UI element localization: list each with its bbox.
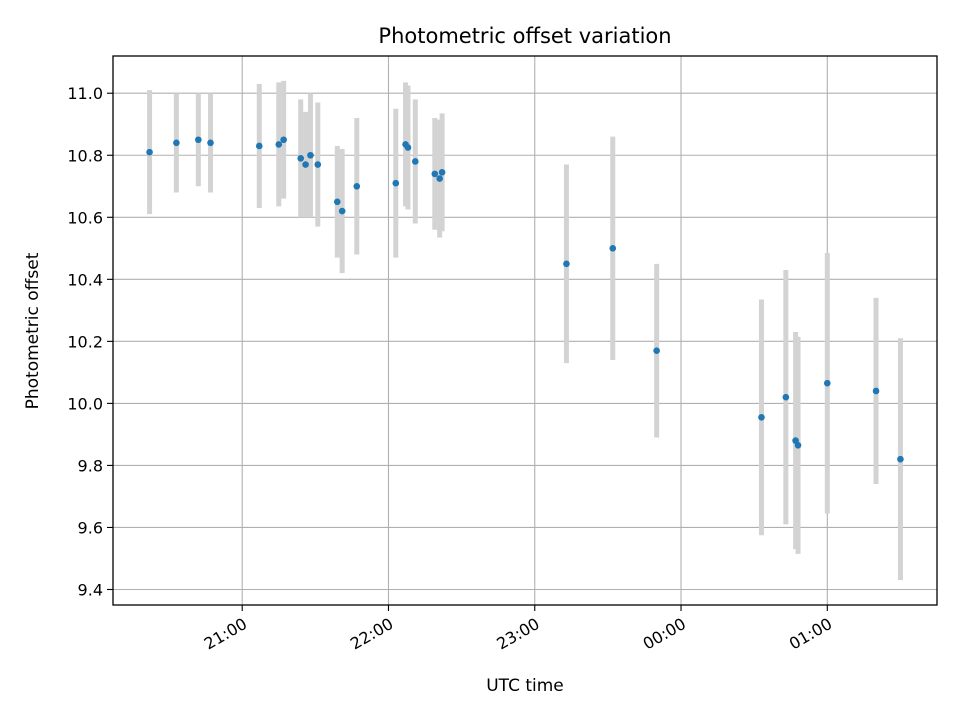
y-tick-label: 10.8 bbox=[67, 146, 103, 165]
y-axis: 9.4 9.6 9.8 10.0 10.2 10.4 10.6 10.8 11.0 bbox=[67, 84, 113, 599]
data-point bbox=[338, 207, 346, 215]
y-tick-label: 11.0 bbox=[67, 84, 103, 103]
y-axis-label: Photometric offset bbox=[23, 252, 43, 409]
data-point bbox=[823, 379, 831, 387]
y-tick-label: 10.6 bbox=[67, 208, 103, 227]
data-point bbox=[438, 169, 446, 176]
y-tick-label: 10.4 bbox=[67, 270, 103, 289]
y-tick-label: 9.6 bbox=[78, 518, 103, 537]
data-point bbox=[275, 141, 283, 148]
data-point bbox=[897, 455, 904, 463]
y-tick-label: 10.2 bbox=[67, 332, 103, 351]
data-point bbox=[794, 441, 802, 449]
data-point bbox=[314, 161, 322, 168]
y-tick-label: 10.0 bbox=[67, 394, 103, 413]
plot-frame bbox=[112, 55, 938, 606]
data-point bbox=[758, 414, 765, 421]
data-point bbox=[280, 136, 287, 144]
data-point bbox=[404, 144, 412, 151]
data-point bbox=[782, 393, 790, 401]
y-tick-label: 9.8 bbox=[78, 456, 103, 475]
data-point bbox=[297, 155, 305, 162]
data-point bbox=[307, 151, 314, 159]
x-axis-label: UTC time bbox=[486, 676, 564, 696]
data-point bbox=[609, 245, 617, 252]
data-point bbox=[207, 139, 214, 147]
data-point bbox=[392, 179, 400, 187]
data-point bbox=[436, 175, 443, 182]
y-tick-label: 9.4 bbox=[78, 580, 103, 599]
chart-title: Photometric offset variation bbox=[378, 24, 671, 48]
data-point bbox=[653, 347, 660, 354]
data-point bbox=[872, 387, 880, 395]
data-point bbox=[563, 260, 570, 268]
data-point bbox=[353, 182, 361, 190]
data-points bbox=[146, 136, 904, 463]
data-point bbox=[431, 170, 439, 178]
data-point bbox=[173, 139, 180, 147]
data-point bbox=[302, 161, 309, 168]
data-point bbox=[255, 142, 263, 150]
data-point bbox=[333, 198, 341, 206]
data-point bbox=[195, 136, 202, 144]
data-point bbox=[411, 158, 419, 165]
data-point bbox=[146, 148, 153, 156]
